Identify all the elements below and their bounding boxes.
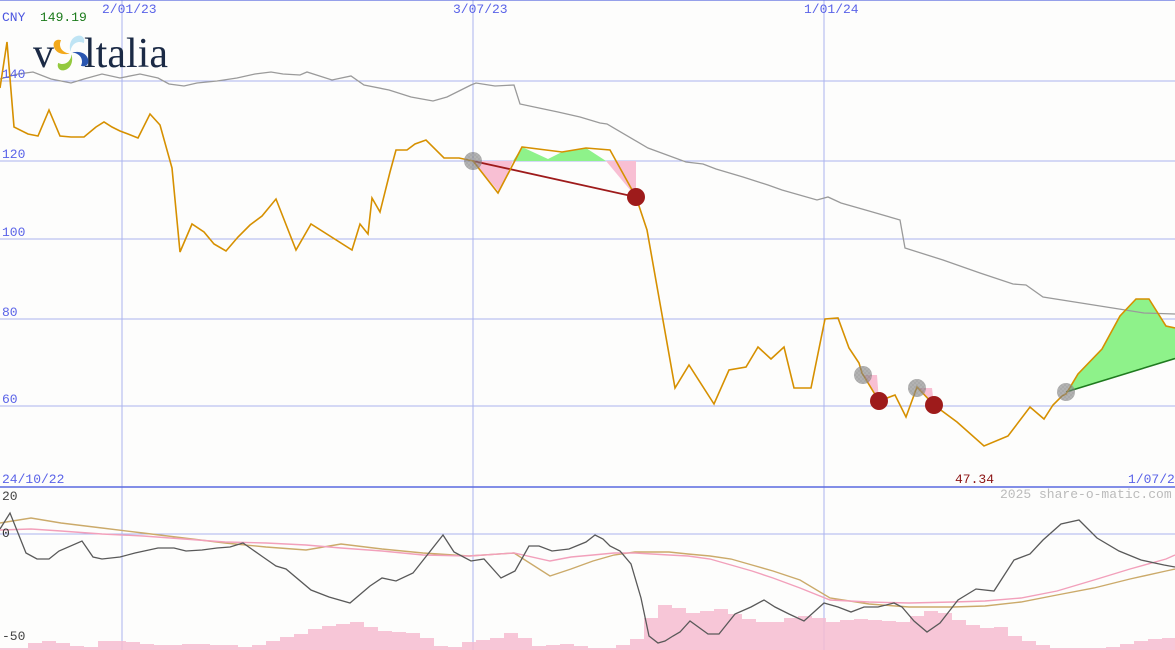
svg-text:24/10/22: 24/10/22: [2, 472, 64, 487]
svg-text:47.34: 47.34: [955, 472, 994, 487]
svg-text:2/01/23: 2/01/23: [102, 2, 157, 17]
svg-text:3/07/23: 3/07/23: [453, 2, 508, 17]
svg-text:-50: -50: [2, 629, 25, 644]
svg-text:60: 60: [2, 392, 18, 407]
svg-text:149.19: 149.19: [40, 10, 87, 25]
svg-text:1/01/24: 1/01/24: [804, 2, 859, 17]
svg-text:80: 80: [2, 305, 18, 320]
svg-text:1/07/24: 1/07/24: [1128, 472, 1175, 487]
svg-text:100: 100: [2, 225, 25, 240]
svg-text:120: 120: [2, 147, 25, 162]
svg-text:ltalia: ltalia: [84, 31, 168, 77]
svg-text:CNY: CNY: [2, 10, 26, 25]
svg-text:2025 share-o-matic.com: 2025 share-o-matic.com: [1000, 487, 1172, 502]
svg-text:20: 20: [2, 489, 18, 504]
svg-text:0: 0: [2, 526, 10, 541]
svg-text:v: v: [33, 31, 54, 77]
svg-text:140: 140: [2, 67, 25, 82]
